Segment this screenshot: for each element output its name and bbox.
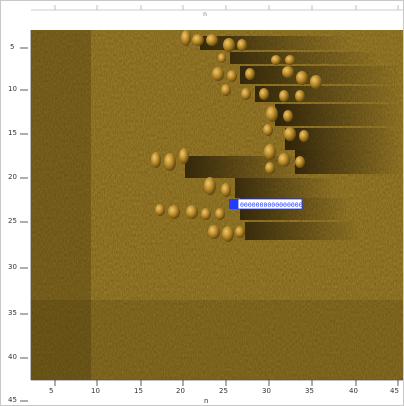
- position-marker[interactable]: 0000000000000000: [229, 198, 303, 210]
- x-tick-label: 35: [305, 387, 314, 395]
- x-tick-label: 20: [176, 387, 185, 395]
- y-tick-label: 30: [8, 263, 17, 271]
- x-tick-label: 10: [91, 387, 100, 395]
- sonar-image: 0000000000000000: [31, 30, 403, 380]
- x-tick-label: 40: [349, 387, 358, 395]
- y-tick-label: 25: [8, 217, 17, 225]
- x-axis-label: n: [204, 397, 208, 405]
- y-tick-label: 35: [8, 309, 17, 317]
- x-tick-label: 25: [219, 387, 228, 395]
- x-axis: 5 10 15 20 25 30 35 40 45 n: [31, 379, 403, 405]
- y-tick-label: 20: [8, 173, 17, 181]
- y-tick-label: 5: [10, 43, 14, 51]
- x-tick-label: 5: [49, 387, 53, 395]
- x-tick-label: 45: [390, 387, 399, 395]
- y-tick-label: 15: [8, 129, 17, 137]
- marker-label: 0000000000000000: [240, 201, 303, 209]
- y-tick-label: 45: [8, 396, 17, 404]
- marker-square[interactable]: [229, 199, 238, 209]
- x-tick-label: 15: [134, 387, 143, 395]
- sonar-targets: [151, 30, 322, 242]
- y-axis: 5 10 15 20 25 30 35 40 45: [8, 30, 32, 404]
- y-tick-label: 10: [8, 85, 17, 93]
- y-tick-label: 40: [8, 353, 17, 361]
- top-ruler: [31, 5, 403, 11]
- x-tick-label: 30: [262, 387, 271, 395]
- acoustic-shadows: [185, 36, 403, 240]
- top-center-label: n: [203, 11, 207, 18]
